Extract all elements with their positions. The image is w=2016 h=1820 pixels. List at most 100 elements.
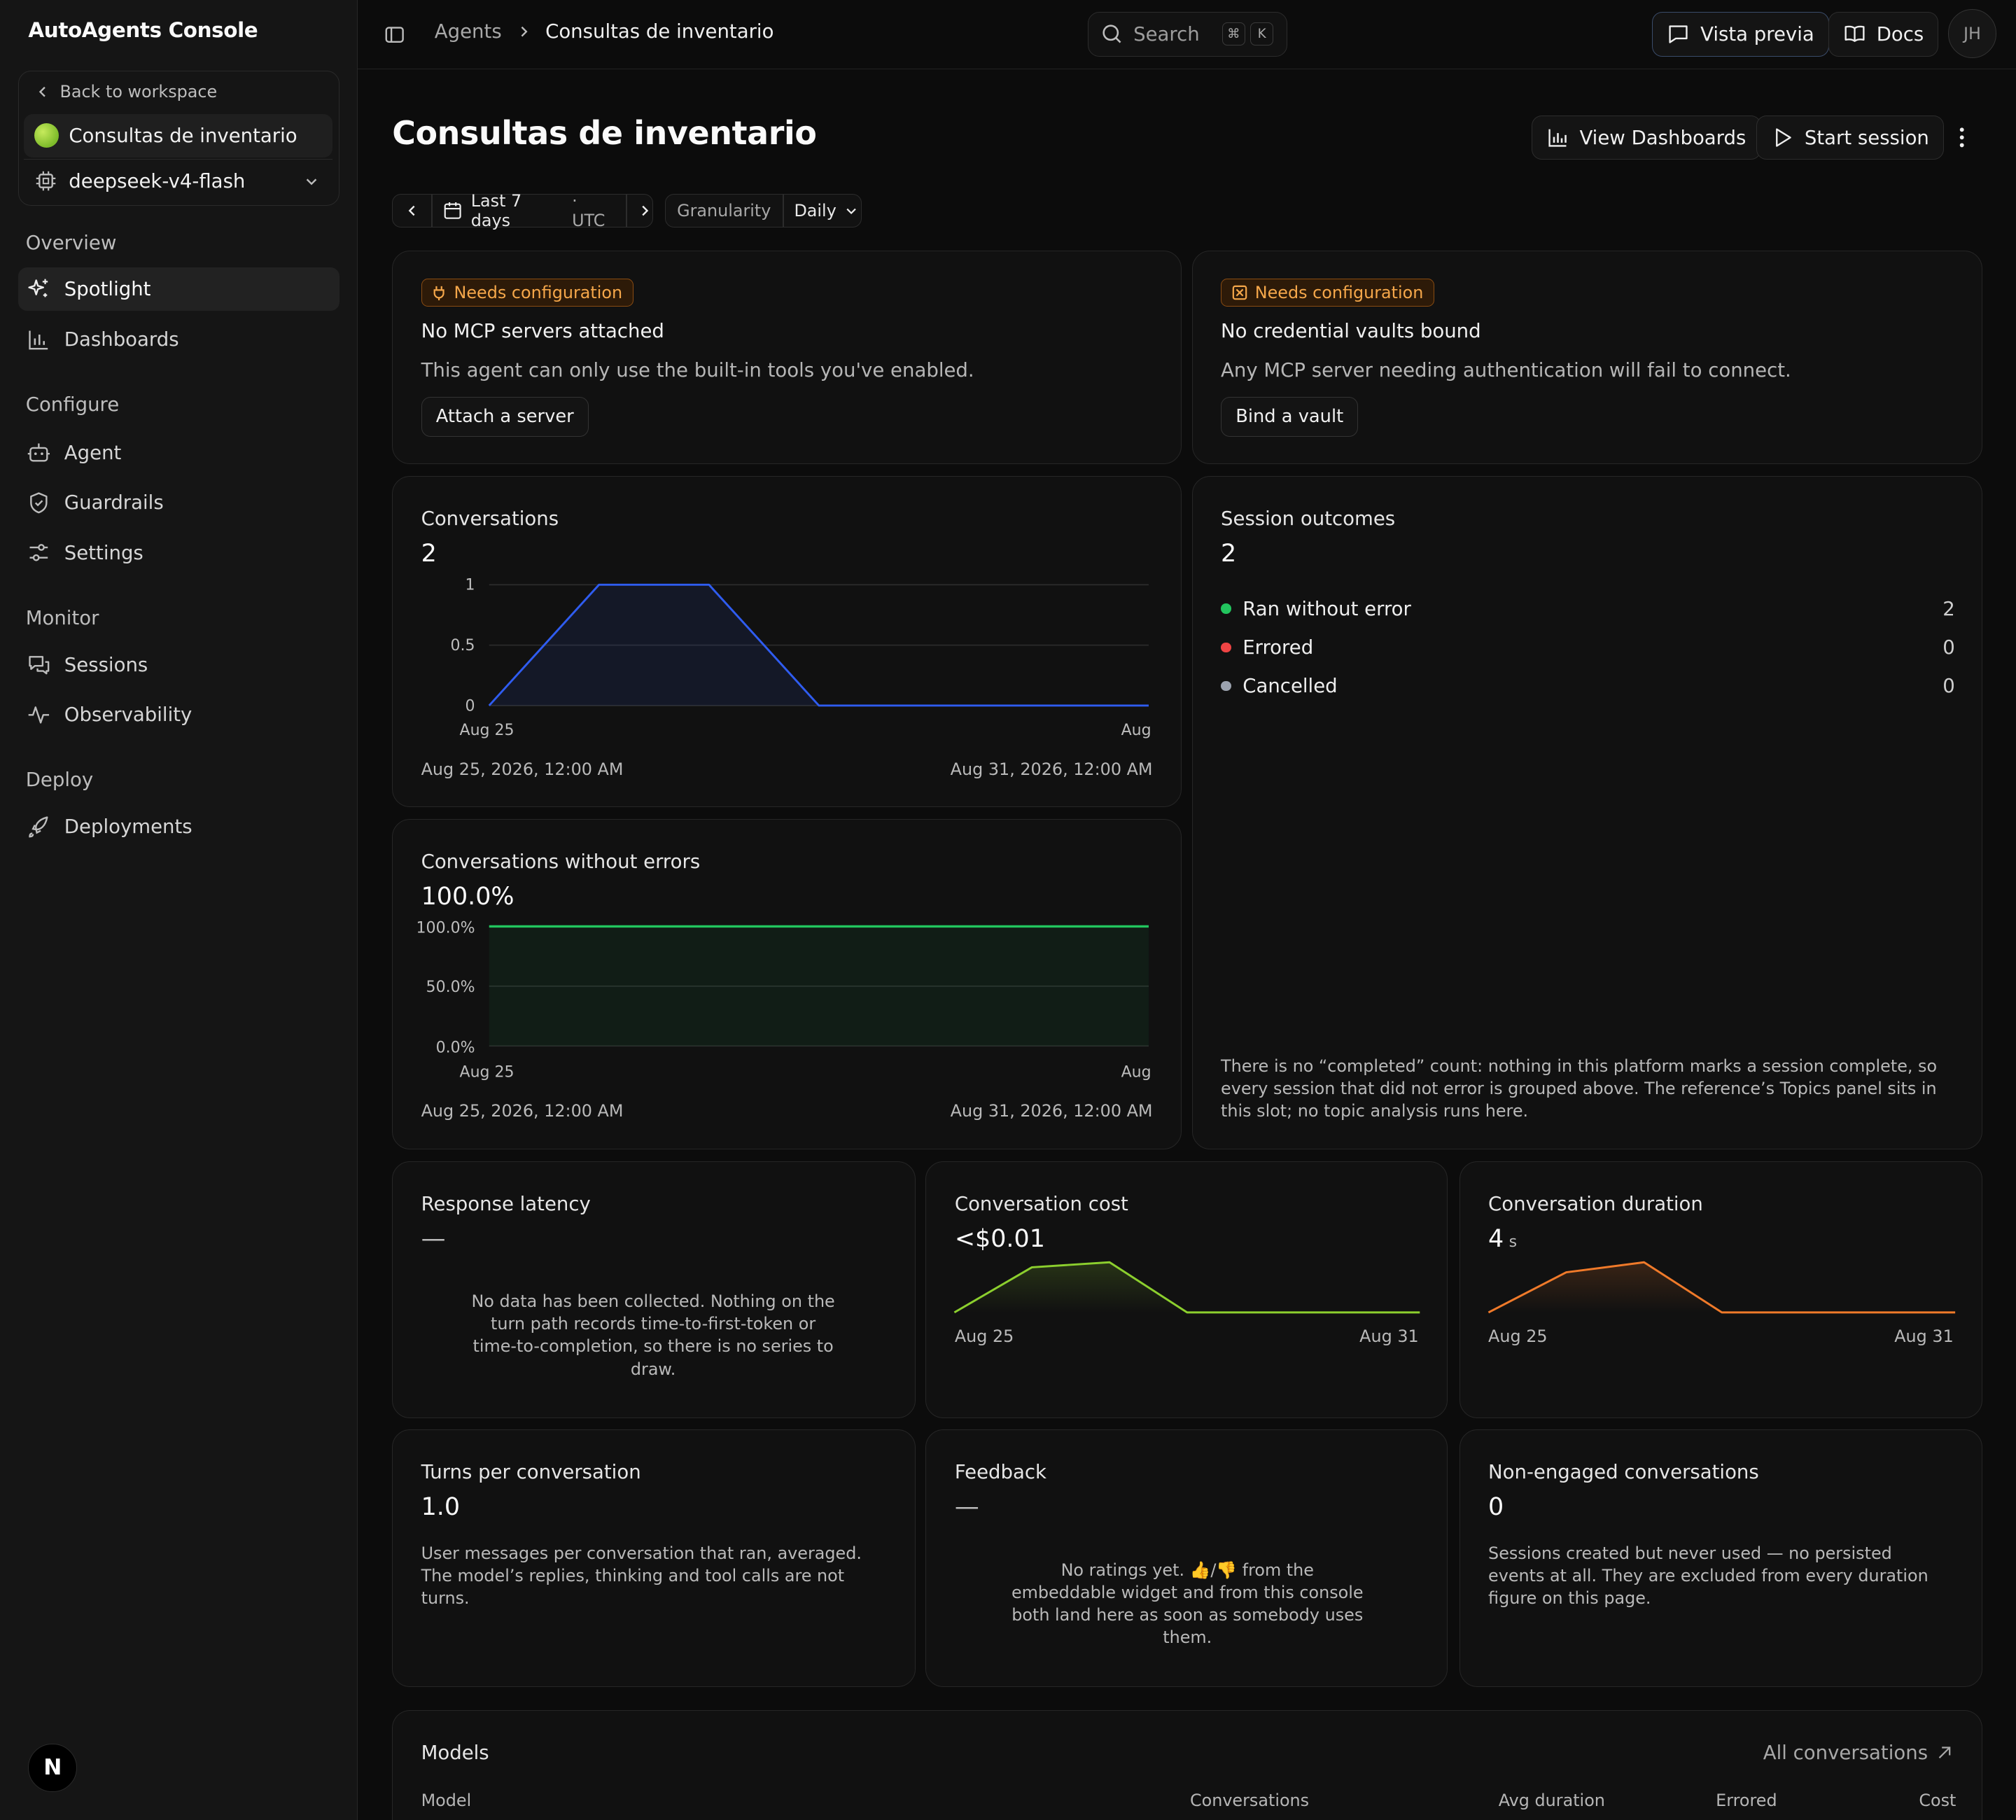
sidebar: AutoAgents Console Back to workspace Con… bbox=[0, 0, 358, 1820]
alert-text: Any MCP server needing authentication wi… bbox=[1221, 359, 1791, 382]
chat-icon bbox=[29, 656, 50, 675]
more-options-icon[interactable] bbox=[1952, 125, 1972, 150]
chevron-left-icon bbox=[39, 86, 46, 97]
y-tick-label: 0 bbox=[465, 697, 475, 715]
sidebar-item-label: Settings bbox=[64, 541, 144, 564]
range-end: Aug 31, 2026, 12:00 AM bbox=[950, 759, 1153, 779]
response-latency-card: Response latency — No data has been coll… bbox=[392, 1161, 916, 1418]
chip-icon bbox=[36, 171, 56, 191]
column-header[interactable]: Cost bbox=[1919, 1790, 1956, 1810]
topbar: Agents Consultas de inventario Search ⌘ … bbox=[357, 0, 2016, 70]
book-icon bbox=[1844, 25, 1865, 42]
user-avatar[interactable]: JH bbox=[1947, 8, 1997, 58]
conversation-cost-card: Conversation cost <$0.01 Aug 25 Aug 31 bbox=[925, 1161, 1448, 1418]
duration-unit: s bbox=[1508, 1233, 1518, 1251]
card-title: Turns per conversation bbox=[421, 1461, 641, 1484]
card-value: 1.0 bbox=[421, 1493, 461, 1522]
card-value: 0 bbox=[1488, 1493, 1504, 1522]
no-errors-card: Conversations without errors 100.0% 100.… bbox=[392, 818, 1182, 1149]
chevron-right-icon[interactable] bbox=[637, 203, 652, 218]
sidebar-item-label: Agent bbox=[64, 441, 122, 464]
chevron-right-icon bbox=[521, 27, 528, 37]
attach-server-button[interactable]: Attach a server bbox=[421, 396, 589, 437]
y-tick-label: 0.5 bbox=[451, 637, 475, 654]
series-area bbox=[489, 584, 1149, 706]
alert-title: No credential vaults bound bbox=[1221, 319, 1481, 342]
granularity-select[interactable]: Granularity Daily bbox=[664, 194, 862, 228]
model-selector[interactable]: deepseek-v4-flash bbox=[24, 158, 332, 202]
sidebar-item-deployments[interactable]: Deployments bbox=[18, 805, 340, 848]
non-engaged-card: Non-engaged conversations 0 Sessions cre… bbox=[1459, 1429, 1983, 1687]
range-end: Aug 31, 2026, 12:00 AM bbox=[950, 1101, 1153, 1121]
back-to-workspace-link[interactable]: Back to workspace bbox=[36, 82, 217, 102]
chevron-left-icon[interactable] bbox=[405, 203, 420, 218]
column-header[interactable]: Errored bbox=[1716, 1790, 1777, 1810]
card-title: Conversations without errors bbox=[421, 850, 701, 874]
duration-value: 4 bbox=[1488, 1224, 1504, 1253]
card-title: Models bbox=[421, 1741, 489, 1764]
search-icon bbox=[1102, 24, 1121, 43]
date-range-picker[interactable]: Last 7 days · UTC bbox=[392, 191, 654, 231]
card-title: Non-engaged conversations bbox=[1488, 1461, 1759, 1484]
sidebar-item-settings[interactable]: Settings bbox=[18, 531, 340, 575]
y-tick-label: 0.0% bbox=[436, 1039, 475, 1056]
link-label: All conversations bbox=[1763, 1741, 1928, 1764]
sidebar-toggle-icon[interactable] bbox=[384, 24, 405, 45]
vault-icon bbox=[1232, 285, 1247, 300]
empty-state-text: No data has been collected. Nothing on t… bbox=[471, 1292, 835, 1379]
sidebar-item-sessions[interactable]: Sessions bbox=[18, 643, 340, 686]
status-dot bbox=[1221, 680, 1231, 692]
outcome-label: Ran without error bbox=[1242, 597, 1411, 620]
needs-configuration-badge: Needs configuration bbox=[1221, 278, 1435, 307]
sidebar-item-spotlight[interactable]: Spotlight bbox=[18, 267, 340, 312]
feedback-card: Feedback — No ratings yet. 👍/👎 from the … bbox=[925, 1429, 1448, 1687]
breadcrumb-agents-link[interactable]: Agents bbox=[434, 20, 502, 43]
card-title: Conversations bbox=[421, 507, 559, 530]
chevron-down-icon bbox=[307, 178, 317, 185]
framework-logo[interactable]: N bbox=[28, 1743, 78, 1793]
outcome-label: Errored bbox=[1242, 636, 1314, 659]
arrow-up-right-icon bbox=[1938, 1746, 1951, 1758]
view-dashboards-button[interactable]: View Dashboards bbox=[1531, 115, 1761, 160]
search-placeholder: Search bbox=[1133, 22, 1200, 46]
empty-state-text: No ratings yet. 👍/👎 from the embeddable … bbox=[1011, 1560, 1364, 1648]
bind-vault-button[interactable]: Bind a vault bbox=[1221, 396, 1359, 437]
plug-icon bbox=[433, 286, 444, 300]
sidebar-item-label: Spotlight bbox=[64, 278, 151, 301]
breadcrumb: Agents Consultas de inventario bbox=[435, 20, 774, 43]
search-input[interactable]: Search ⌘ K bbox=[1087, 11, 1287, 57]
outcome-row: Ran without error 2 bbox=[1221, 589, 1955, 628]
kbd-cmd: ⌘ bbox=[1222, 22, 1245, 46]
timezone-label: · UTC bbox=[572, 191, 606, 231]
agent-selector[interactable]: Consultas de inventario bbox=[24, 113, 332, 158]
outcome-value: 0 bbox=[1942, 674, 1955, 697]
column-header[interactable]: Conversations bbox=[1189, 1790, 1310, 1810]
sidebar-item-agent[interactable]: Agent bbox=[18, 430, 340, 474]
outcomes-legend: Ran without error 2 Errored 0 Cancelled 0 bbox=[1221, 589, 1955, 705]
card-title: Session outcomes bbox=[1221, 507, 1396, 530]
preview-button[interactable]: Vista previa bbox=[1652, 11, 1829, 57]
duration-sparkline bbox=[1488, 1261, 1955, 1313]
docs-button[interactable]: Docs bbox=[1828, 11, 1939, 57]
section-title-configure: Configure bbox=[25, 393, 120, 416]
workspace-switcher: Back to workspace Consultas de inventari… bbox=[18, 71, 340, 206]
card-title: Conversation duration bbox=[1488, 1192, 1703, 1215]
session-outcomes-card: Session outcomes 2 Ran without error 2 Er… bbox=[1191, 475, 1983, 1149]
sliders-icon bbox=[29, 544, 48, 561]
column-header[interactable]: Avg duration bbox=[1498, 1790, 1605, 1810]
card-title: Response latency bbox=[421, 1192, 591, 1215]
card-value: 2 bbox=[1221, 539, 1237, 568]
chevron-down-icon bbox=[846, 208, 856, 215]
card-title: Feedback bbox=[954, 1461, 1047, 1484]
sidebar-item-observability[interactable]: Observability bbox=[18, 693, 340, 736]
section-title-deploy: Deploy bbox=[25, 769, 94, 792]
sidebar-item-guardrails[interactable]: Guardrails bbox=[18, 481, 340, 524]
x-tick-label: Aug 25 bbox=[460, 1063, 514, 1081]
card-value: 100.0% bbox=[421, 882, 514, 911]
start-session-button[interactable]: Start session bbox=[1756, 115, 1945, 160]
column-header[interactable]: Model bbox=[421, 1790, 472, 1810]
card-description: User messages per conversation that ran,… bbox=[421, 1544, 862, 1609]
sidebar-item-dashboards[interactable]: Dashboards bbox=[18, 318, 340, 361]
all-conversations-link[interactable]: All conversations bbox=[1763, 1742, 1954, 1764]
